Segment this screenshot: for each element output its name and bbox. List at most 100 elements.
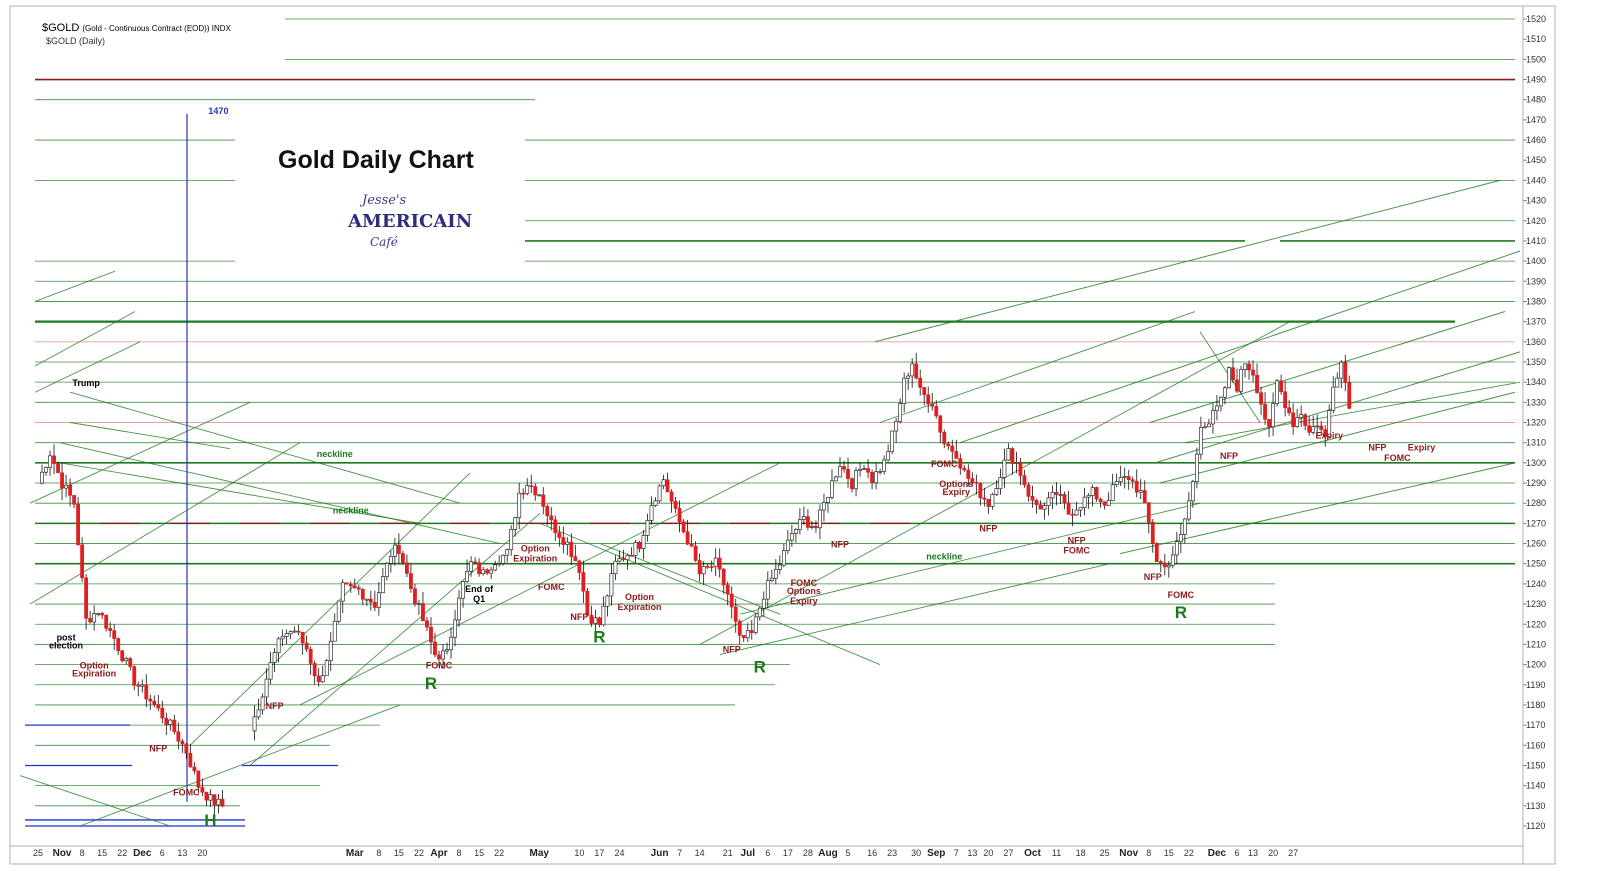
trend-line — [1119, 462, 1516, 555]
candle-down — [978, 482, 983, 499]
candle-down — [1098, 498, 1103, 502]
candle-down — [176, 731, 181, 742]
trend-line — [189, 472, 471, 746]
trend-line — [34, 270, 116, 302]
y-tick-label: 1470 — [1526, 115, 1546, 125]
x-tick-label: May — [530, 848, 550, 859]
candle-down — [1343, 361, 1348, 383]
candle-down — [954, 451, 959, 459]
candle-up — [773, 569, 778, 579]
candle-down — [1283, 391, 1288, 409]
candle-down — [308, 648, 313, 664]
trend-line — [249, 512, 541, 766]
x-tick-label: 5 — [846, 848, 851, 858]
candle-up — [96, 613, 101, 615]
candle-up — [1078, 507, 1083, 511]
annotation-label: NFP — [570, 612, 588, 622]
candle-up — [168, 719, 173, 725]
candle-down — [144, 684, 149, 700]
y-tick-label: 1380 — [1526, 296, 1546, 306]
horizontal-levels — [25, 18, 1515, 827]
candle-up — [525, 485, 530, 494]
candle-down — [76, 503, 81, 546]
candle-up — [830, 480, 834, 498]
x-tick-label: 20 — [197, 848, 207, 858]
candle-down — [409, 573, 413, 589]
trend-line — [739, 502, 1201, 615]
candle-up — [601, 605, 606, 626]
candle-down — [1150, 521, 1155, 544]
y-tick-label: 1250 — [1526, 559, 1546, 569]
x-tick-label: 6 — [160, 848, 165, 858]
candle-down — [204, 791, 209, 801]
candle-down — [689, 543, 694, 547]
candle-up — [753, 616, 758, 634]
y-tick-label: 1510 — [1526, 34, 1546, 44]
candle-up — [713, 557, 718, 568]
annotation-label: NFP — [266, 701, 284, 711]
x-tick-label: Oct — [1024, 848, 1041, 859]
candle-down — [425, 620, 429, 628]
candle-up — [1243, 363, 1247, 370]
annotation-label: 1470 — [208, 106, 228, 116]
candle-down — [485, 569, 490, 574]
candle-down — [148, 698, 153, 702]
candle-up — [1118, 477, 1123, 482]
candle-down — [693, 545, 698, 561]
annotation-label: NFP — [1368, 443, 1386, 453]
candle-up — [208, 794, 213, 801]
candle-down — [705, 566, 710, 568]
x-tick-label: 6 — [765, 848, 770, 858]
candle-down — [1323, 429, 1328, 437]
annotation-label: Expiration — [513, 554, 557, 564]
symbol-text: $GOLD — [42, 22, 79, 34]
candle-down — [557, 532, 562, 538]
candle-up — [481, 569, 486, 575]
x-tick-label: 21 — [723, 848, 733, 858]
x-tick-label: 10 — [574, 848, 584, 858]
candle-up — [1227, 367, 1231, 389]
candle-down — [737, 621, 742, 636]
candle-up — [902, 377, 907, 404]
trend-line — [34, 311, 136, 367]
candle-down — [72, 495, 76, 505]
trend-line — [79, 704, 401, 827]
y-tick-label: 1440 — [1526, 175, 1546, 185]
annotation-label: Option — [625, 592, 654, 602]
candle-up — [1074, 509, 1079, 516]
y-tick-label: 1230 — [1526, 599, 1546, 609]
candle-down — [1263, 403, 1267, 420]
candle-down — [220, 798, 225, 807]
x-tick-label: 27 — [1003, 848, 1013, 858]
y-tick-label: 1210 — [1526, 639, 1546, 649]
candle-up — [882, 459, 887, 472]
candle-up — [509, 529, 514, 550]
candle-up — [1050, 492, 1055, 499]
candle-down — [1158, 561, 1163, 564]
candle-down — [1054, 492, 1059, 495]
candle-down — [84, 577, 89, 619]
candle-up — [1090, 487, 1095, 496]
candle-up — [1199, 427, 1203, 455]
symbol-header: $GOLD (Gold - Continuous Contract (EOD))… — [42, 22, 232, 34]
candle-up — [1166, 564, 1171, 568]
trend-line — [299, 462, 781, 706]
candle-up — [280, 636, 285, 640]
candle-up — [1182, 518, 1187, 535]
x-tick-label: 6 — [1234, 848, 1239, 858]
candle-up — [264, 678, 269, 698]
candle-down — [196, 770, 201, 788]
candle-up — [781, 550, 786, 566]
candle-up — [1219, 396, 1223, 407]
candle-down — [296, 630, 301, 633]
candle-up — [874, 471, 878, 484]
candle-up — [140, 684, 145, 687]
annotation-label: FOMC — [791, 578, 818, 588]
candle-up — [392, 544, 397, 557]
candle-down — [569, 541, 574, 557]
x-tick-label: 13 — [1248, 848, 1258, 858]
candle-up — [489, 569, 494, 574]
candle-down — [1347, 382, 1352, 409]
candle-down — [814, 526, 818, 529]
